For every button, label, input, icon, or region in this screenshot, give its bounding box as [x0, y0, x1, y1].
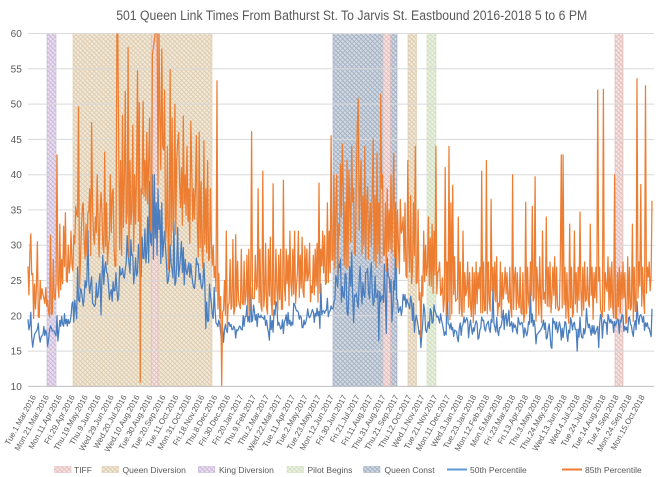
svg-text:20: 20 [11, 311, 23, 322]
svg-text:10: 10 [11, 382, 23, 393]
svg-text:501 Queen Link Times From Bath: 501 Queen Link Times From Bathurst St. T… [116, 8, 587, 23]
svg-text:King Diversion: King Diversion [219, 465, 274, 475]
svg-text:40: 40 [11, 170, 23, 181]
svg-text:35: 35 [11, 205, 23, 216]
svg-text:TIFF: TIFF [74, 465, 92, 475]
svg-text:Queen Const: Queen Const [385, 465, 436, 475]
svg-text:30: 30 [11, 241, 23, 252]
svg-text:85th Percentile: 85th Percentile [585, 465, 642, 475]
svg-text:50th Percentile: 50th Percentile [470, 465, 527, 475]
svg-text:50: 50 [11, 100, 23, 111]
svg-text:60: 60 [11, 29, 23, 40]
svg-text:45: 45 [11, 135, 23, 146]
svg-text:25: 25 [11, 276, 23, 287]
svg-text:15: 15 [11, 347, 23, 358]
svg-text:Pilot Begins: Pilot Begins [308, 465, 353, 475]
svg-text:Queen Diversion: Queen Diversion [123, 465, 187, 475]
svg-text:55: 55 [11, 64, 23, 75]
